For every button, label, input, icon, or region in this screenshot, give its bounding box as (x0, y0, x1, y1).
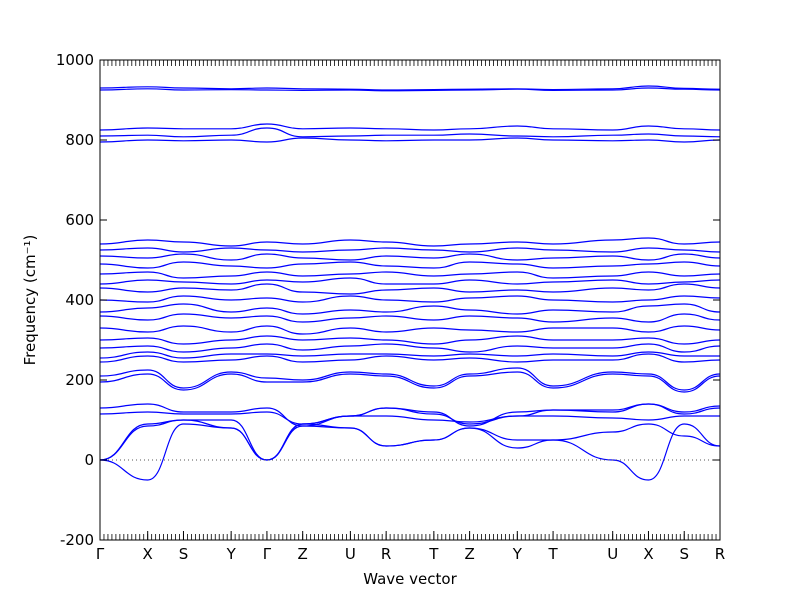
band-line-14 (99, 303, 721, 315)
band-line-9 (99, 351, 720, 359)
x-tick-label: U (345, 545, 356, 563)
band-line-6 (99, 371, 721, 393)
y-tick-label: 400 (65, 291, 94, 309)
x-tick-label: Γ (96, 545, 105, 563)
x-axis-label: Wave vector (363, 570, 457, 588)
band-line-13 (99, 313, 721, 323)
plot-background (100, 60, 720, 540)
y-tick-label: 1000 (56, 51, 94, 69)
x-tick-label: Y (226, 545, 237, 563)
x-tick-label: Y (512, 545, 523, 563)
y-tick-label: 200 (65, 371, 94, 389)
y-tick-label: 0 (84, 451, 94, 469)
x-tick-label: S (679, 545, 689, 563)
x-tick-label: Γ (263, 545, 272, 563)
band-line-17 (99, 277, 721, 285)
series-lines (99, 85, 721, 481)
band-line-27 (99, 85, 721, 91)
y-axis-ticks: -200 0 200 400 600 800 1000 (56, 51, 720, 549)
band-line-26 (99, 87, 721, 92)
band-line-23 (99, 137, 721, 143)
band-line-4 (99, 403, 721, 425)
band-line-15 (99, 295, 721, 303)
x-tick-label: Z (298, 545, 308, 563)
band-line-20 (99, 253, 721, 261)
x-tick-label: T (428, 545, 439, 563)
x-tick-label: Z (464, 545, 474, 563)
x-tick-label: T (547, 545, 558, 563)
band-line-22 (99, 237, 721, 247)
band-line-3 (99, 415, 720, 461)
band-line-25 (99, 123, 721, 131)
plot-frame (99, 59, 721, 541)
y-axis-label: Frequency (cm⁻¹) (21, 235, 39, 366)
band-line-7 (99, 367, 721, 391)
band-line-21 (99, 247, 721, 253)
band-line-5 (99, 403, 721, 427)
x-tick-label: R (381, 545, 391, 563)
y-tick-label: 800 (65, 131, 94, 149)
band-line-11 (99, 335, 721, 345)
band-line-19 (99, 261, 721, 269)
band-line-24 (99, 127, 721, 138)
x-tick-label: S (179, 545, 189, 563)
y-tick-label: 600 (65, 211, 94, 229)
x-tick-label: X (643, 545, 653, 563)
x-tick-label: R (715, 545, 725, 563)
y-tick-label: -200 (60, 531, 94, 549)
band-line-18 (99, 271, 721, 279)
x-tick-label: X (143, 545, 153, 563)
band-line-2 (99, 423, 721, 481)
minor-ticks (103, 60, 717, 540)
x-tick-label: U (607, 545, 618, 563)
band-line-12 (99, 325, 721, 335)
band-line-10 (99, 343, 721, 353)
band-line-8 (99, 353, 721, 363)
band-line-16 (99, 283, 721, 295)
